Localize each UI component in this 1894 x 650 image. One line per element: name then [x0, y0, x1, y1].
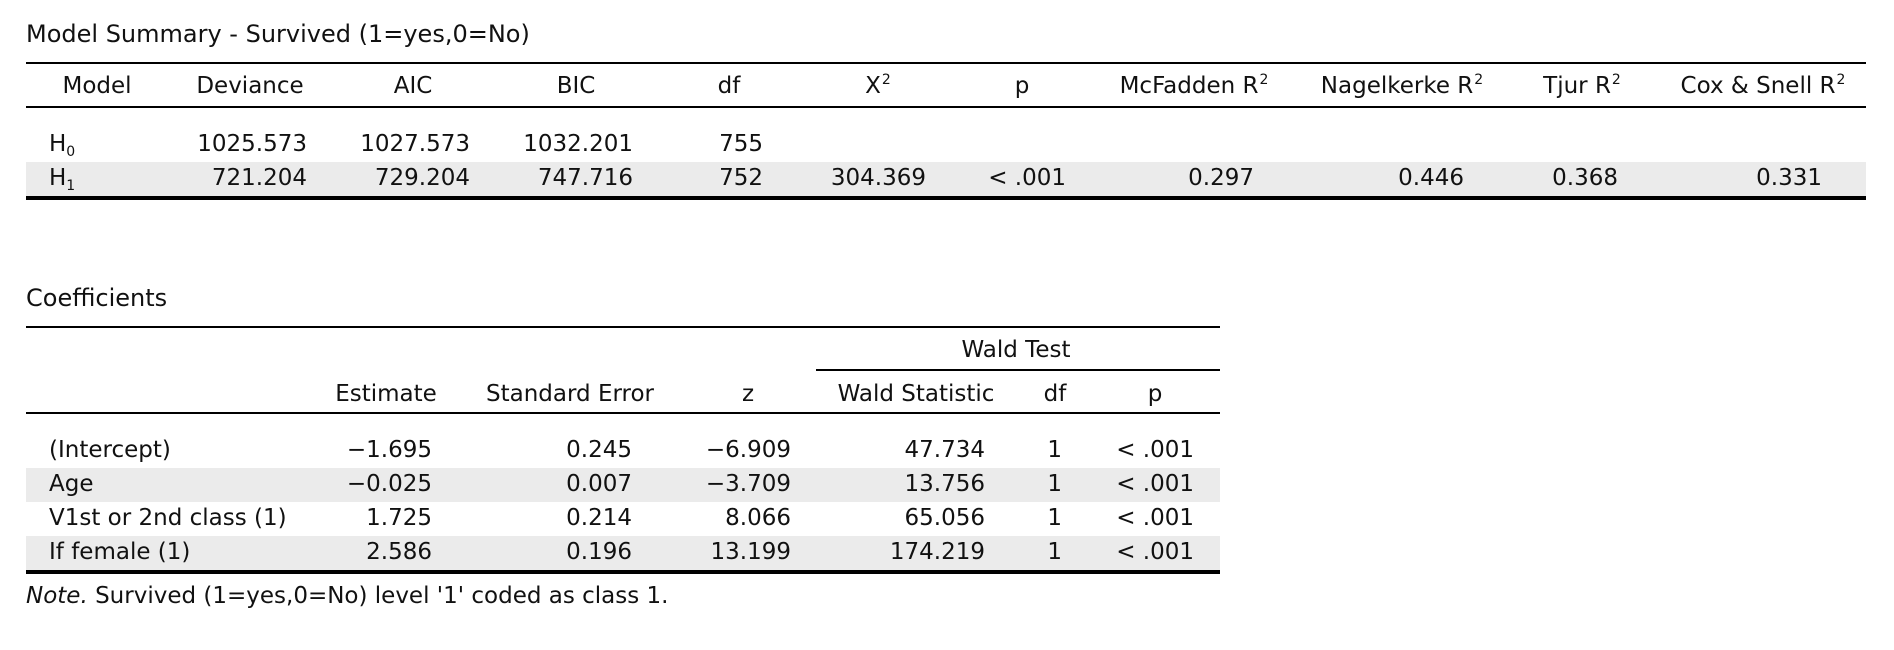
header-df: df	[1043, 381, 1067, 407]
table-cell: 65.056	[904, 505, 985, 531]
table-cell: −0.025	[346, 471, 432, 497]
table-cell: 1032.201	[523, 131, 633, 157]
row-shading	[26, 162, 1866, 196]
row-label-h0: H0	[49, 131, 76, 160]
table-cell: 0.214	[566, 505, 632, 531]
coefficients-title: Coefficients	[26, 284, 168, 312]
table-cell: 47.734	[904, 437, 985, 463]
header-p: p	[1014, 73, 1030, 99]
header-rule	[26, 106, 1866, 108]
table-cell: 0.368	[1552, 165, 1618, 191]
header-deviance: Deviance	[196, 73, 304, 99]
note-text: Survived (1=yes,0=No) level '1' coded as…	[87, 583, 669, 609]
table-cell: < .001	[1116, 437, 1194, 463]
table-cell: 729.204	[374, 165, 470, 191]
table-cell: 1	[1047, 471, 1062, 497]
table-cell: 13.199	[710, 539, 791, 565]
table-cell: 1	[1047, 539, 1062, 565]
header-estimate: Estimate	[335, 381, 437, 407]
table-cell: 0.196	[566, 539, 632, 565]
table-note: Note. Survived (1=yes,0=No) level '1' co…	[26, 582, 669, 610]
header-model: Model	[62, 73, 132, 99]
header-df: df	[717, 73, 741, 99]
table-cell: 1	[1047, 437, 1062, 463]
note-label: Note.	[26, 583, 88, 609]
table-cell: −3.709	[705, 471, 791, 497]
table-cell: 747.716	[537, 165, 633, 191]
header-rule	[26, 412, 1220, 414]
table-top-rule	[26, 62, 1866, 64]
table-top-rule	[26, 326, 1220, 328]
table-cell: 13.756	[904, 471, 985, 497]
header-standard-error: Standard Error	[485, 381, 655, 407]
row-shading	[26, 536, 1220, 570]
wald-test-group-header: Wald Test	[961, 337, 1071, 363]
header-chi-square: X2	[865, 72, 891, 99]
table-cell: 0.446	[1398, 165, 1464, 191]
header-bic: BIC	[556, 73, 596, 99]
header-nagelkerke-r2: Nagelkerke R2	[1320, 72, 1484, 99]
table-bottom-rule	[26, 196, 1866, 200]
table-cell: 0.007	[566, 471, 632, 497]
header-tjur-r2: Tjur R2	[1543, 72, 1621, 99]
table-cell: 304.369	[830, 165, 926, 191]
table-cell: 0.245	[566, 437, 632, 463]
table-cell: 1	[1047, 505, 1062, 531]
table-bottom-rule	[26, 570, 1220, 574]
table-cell: 0.297	[1188, 165, 1254, 191]
table-cell: 752	[719, 165, 763, 191]
table-cell: < .001	[1116, 539, 1194, 565]
table-cell: 721.204	[211, 165, 307, 191]
header-mcfadden-r2: McFadden R2	[1119, 72, 1269, 99]
table-cell: < .001	[1116, 471, 1194, 497]
table-cell: < .001	[1116, 505, 1194, 531]
row-shading	[26, 468, 1220, 502]
table-cell: 0.331	[1756, 165, 1822, 191]
row-label-class: V1st or 2nd class (1)	[49, 505, 287, 531]
table-cell: 1.725	[366, 505, 432, 531]
header-wald-statistic: Wald Statistic	[837, 381, 995, 407]
header-z: z	[741, 381, 755, 407]
table-cell: −1.695	[346, 437, 432, 463]
table-cell: 2.586	[366, 539, 432, 565]
header-p: p	[1147, 381, 1163, 407]
table-cell: 755	[719, 131, 763, 157]
row-label-age: Age	[49, 471, 94, 497]
table-cell: < .001	[988, 165, 1066, 191]
header-aic: AIC	[393, 73, 433, 99]
group-header-rule	[816, 369, 1220, 371]
row-label-intercept: (Intercept)	[49, 437, 171, 463]
table-cell: 174.219	[889, 539, 985, 565]
table-cell: 1027.573	[360, 131, 470, 157]
table-cell: −6.909	[705, 437, 791, 463]
table-cell: 8.066	[725, 505, 791, 531]
row-label-h1: H1	[49, 165, 76, 194]
header-cox-snell-r2: Cox & Snell R2	[1680, 72, 1846, 99]
row-label-female: If female (1)	[49, 539, 191, 565]
model-summary-title: Model Summary - Survived (1=yes,0=No)	[26, 20, 530, 48]
table-cell: 1025.573	[197, 131, 307, 157]
